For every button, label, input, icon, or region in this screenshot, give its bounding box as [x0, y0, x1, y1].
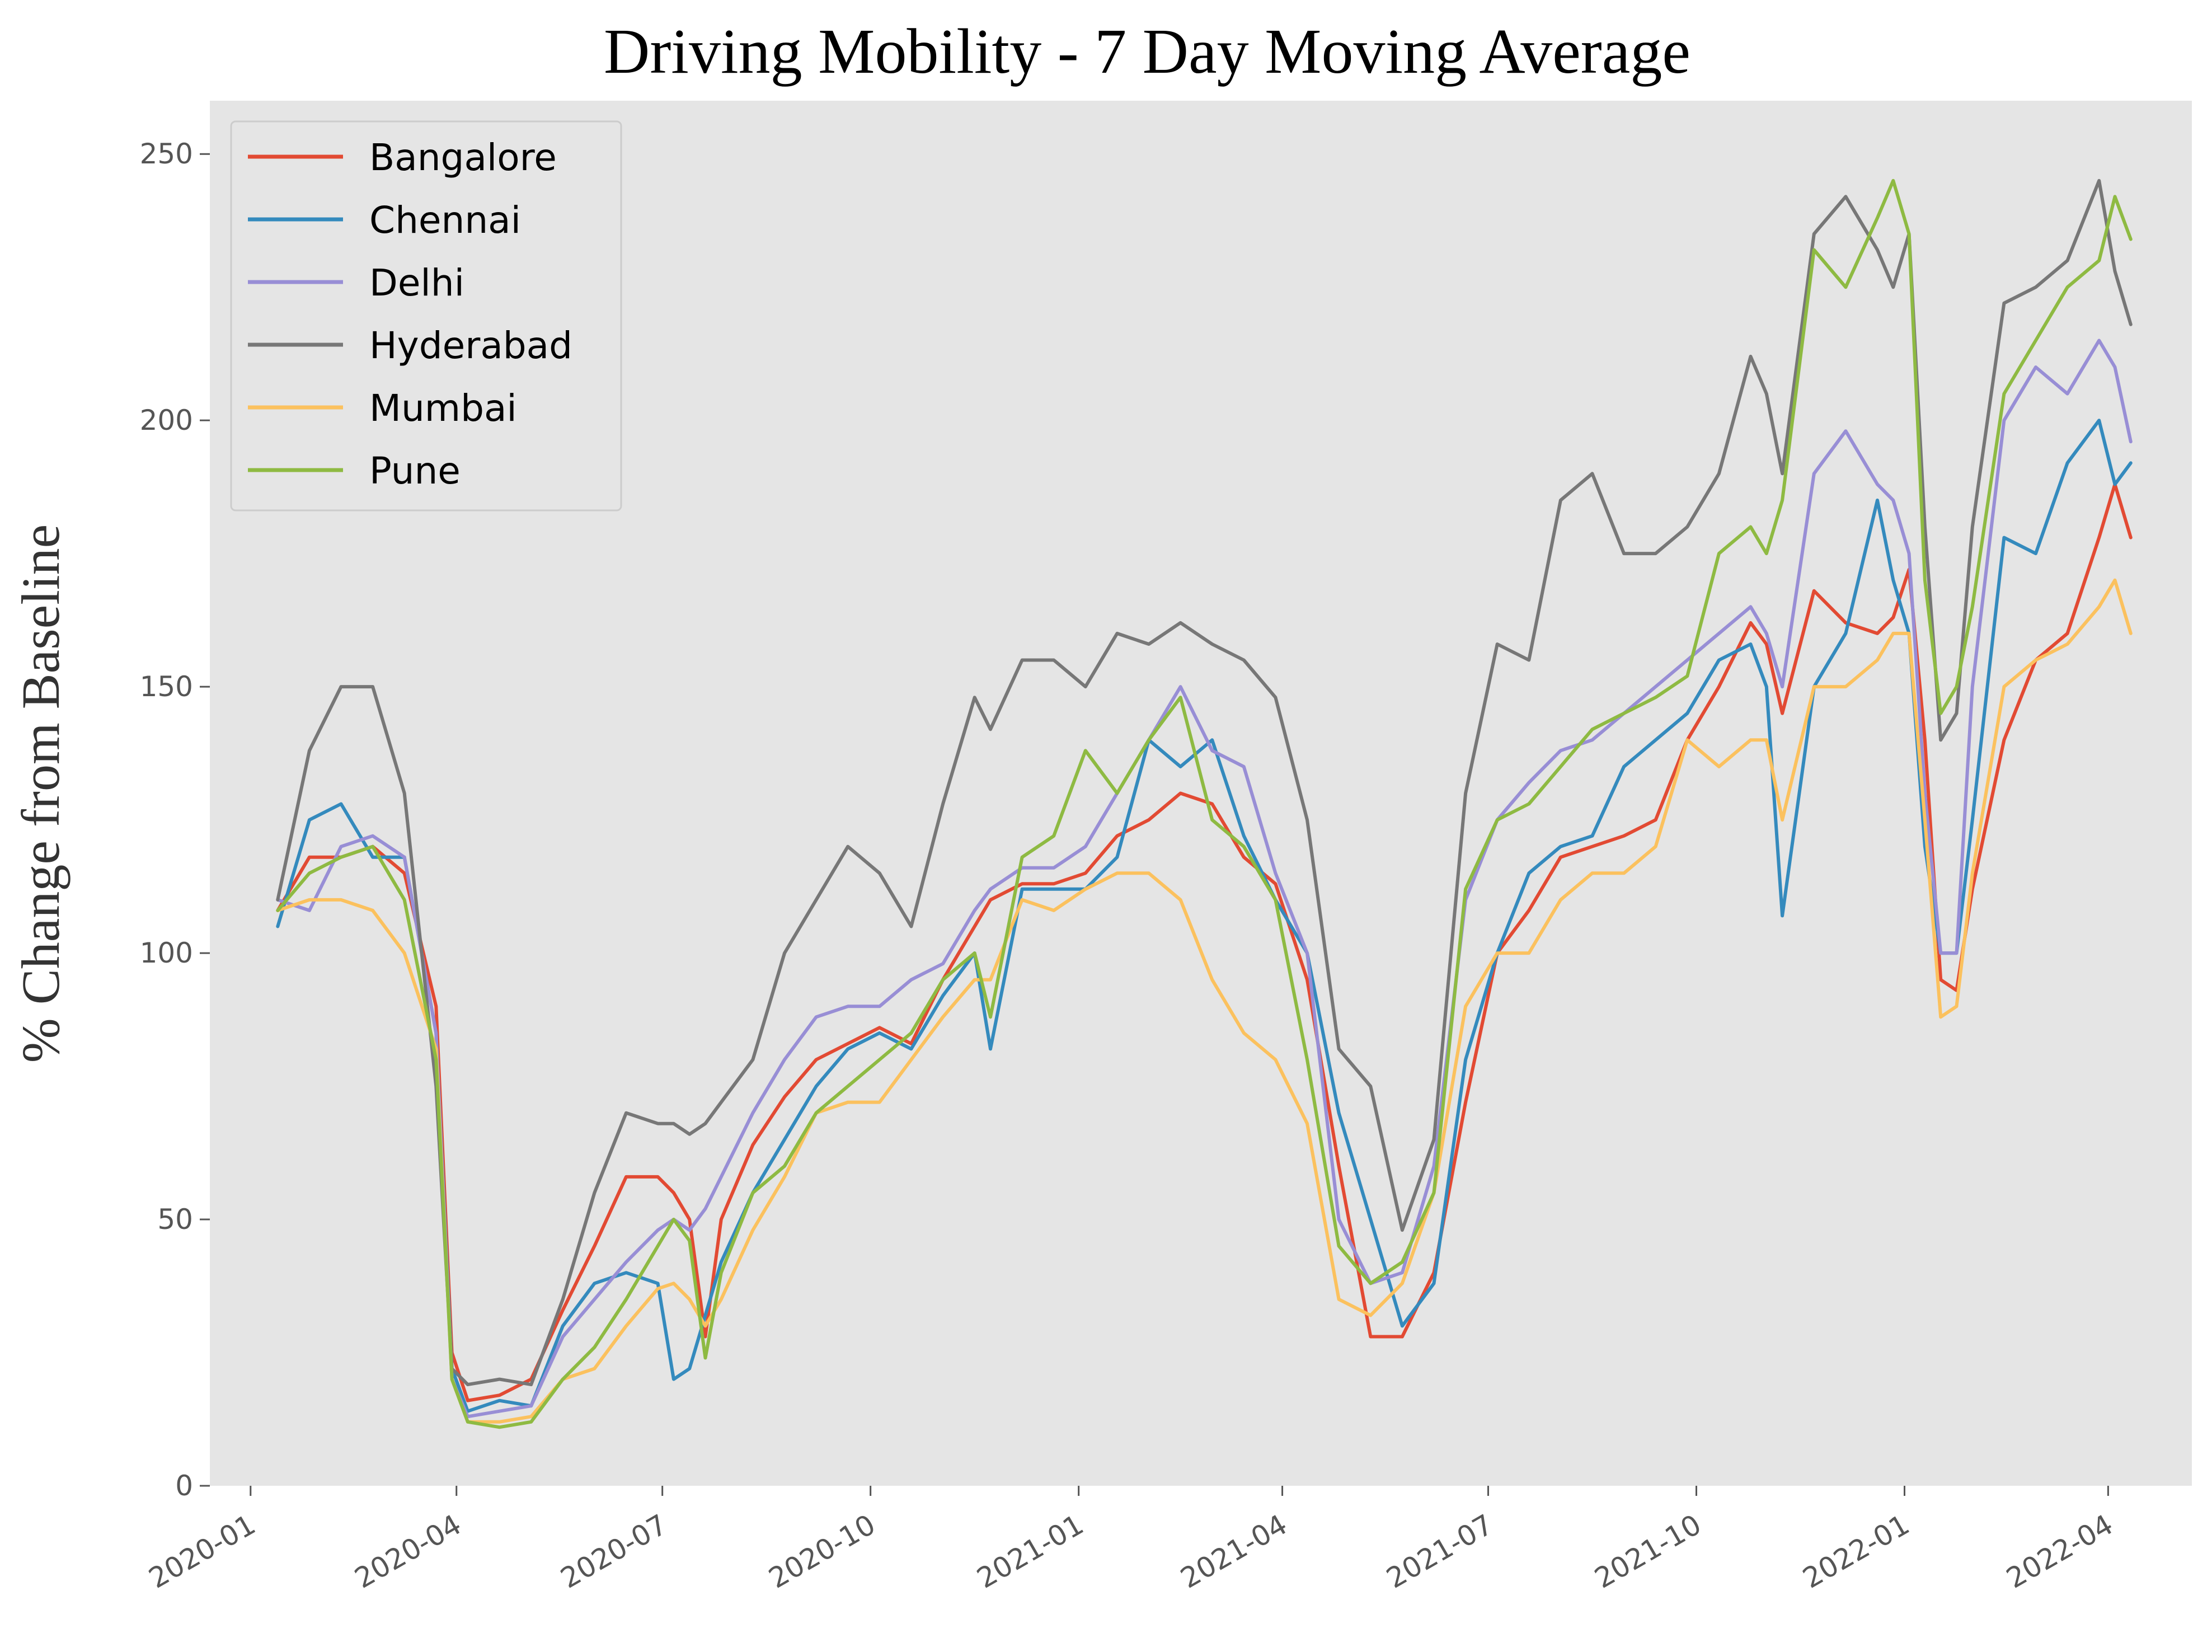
- legend-label-bangalore: Bangalore: [369, 136, 557, 179]
- legend: Bangalore Chennai Delhi Hyderabad Mumbai Pune: [230, 120, 622, 511]
- series-line-pune: [276, 179, 2133, 1429]
- y-tick-label: 50: [157, 1203, 193, 1236]
- x-tick-label: 2021-04: [1175, 1508, 1293, 1595]
- series-line-bangalore: [276, 482, 2133, 1402]
- series-line-hyderabad: [276, 179, 2133, 1387]
- legend-label-hyderabad: Hyderabad: [369, 324, 572, 367]
- x-tick-label: 2020-04: [349, 1508, 467, 1595]
- series-line-mumbai: [276, 578, 2133, 1424]
- x-tick-label: 2021-10: [1589, 1508, 1707, 1595]
- x-axis: 2020-01 2020-04 2020-07 2020-10 2021-01 2021-…: [143, 1486, 2119, 1595]
- y-tick-label: 200: [140, 404, 193, 437]
- y-axis: 0 50 100 150 200 250: [140, 138, 210, 1502]
- series-line-chennai: [276, 419, 2133, 1413]
- y-tick-label: 250: [140, 138, 193, 170]
- chart-title: Driving Mobility - 7 Day Moving Average: [604, 16, 1690, 87]
- y-tick-label: 0: [175, 1470, 193, 1502]
- x-tick-label: 2022-01: [1797, 1508, 1915, 1595]
- x-tick-label: 2020-07: [555, 1508, 673, 1595]
- legend-label-chennai: Chennai: [369, 199, 521, 242]
- x-tick-label: 2020-01: [143, 1508, 261, 1595]
- x-tick-label: 2021-07: [1381, 1508, 1499, 1595]
- x-tick-label: 2020-10: [763, 1508, 881, 1595]
- y-axis-label: % Change from Baseline: [11, 524, 71, 1063]
- x-tick-label: 2022-04: [2001, 1508, 2119, 1595]
- series-lines: [276, 179, 2133, 1429]
- series-line-delhi: [276, 339, 2133, 1419]
- legend-label-pune: Pune: [369, 449, 461, 492]
- y-tick-label: 100: [140, 937, 193, 969]
- legend-label-delhi: Delhi: [369, 261, 464, 304]
- x-tick-label: 2021-01: [971, 1508, 1089, 1595]
- legend-label-mumbai: Mumbai: [369, 387, 517, 430]
- y-tick-label: 150: [140, 670, 193, 703]
